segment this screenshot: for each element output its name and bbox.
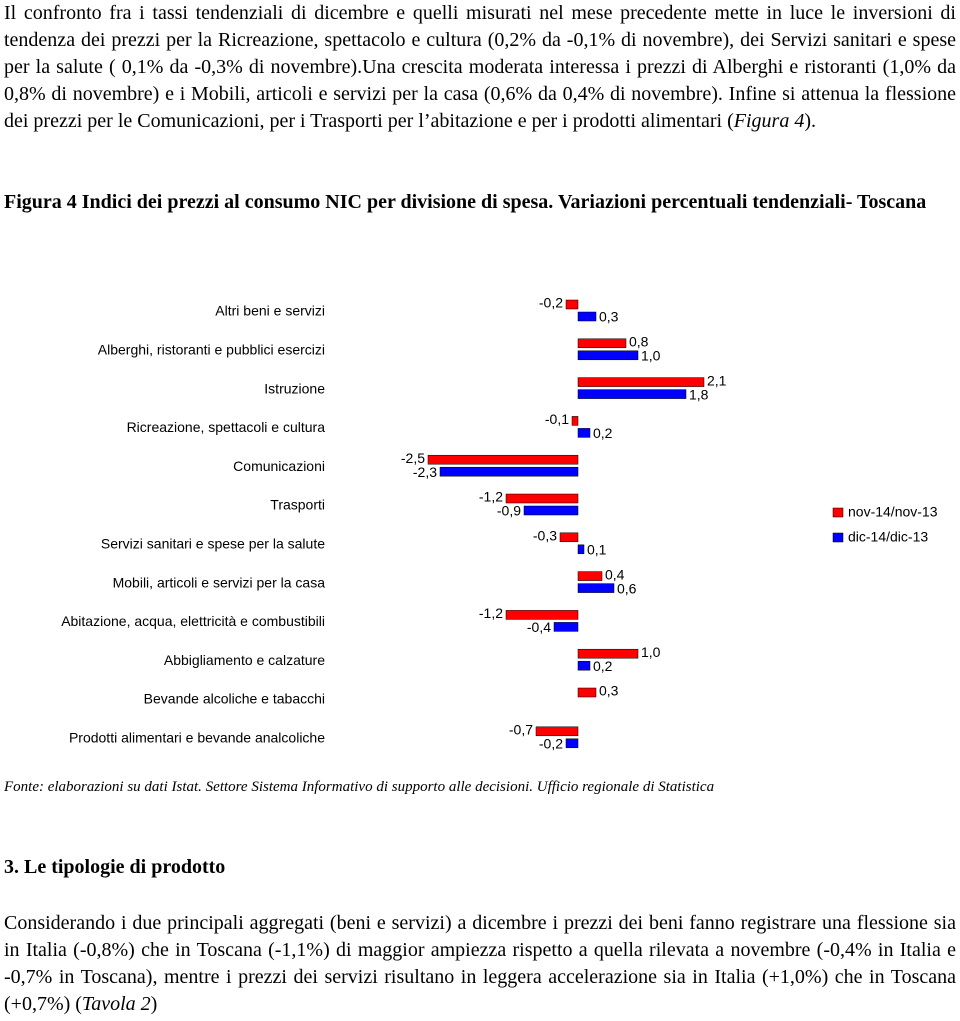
- bar: [577, 660, 591, 671]
- bar: [535, 726, 579, 737]
- chart: Altri beni e servizi -0,2 0,3 Alberghi, ris…: [61, 295, 938, 752]
- bar: [577, 377, 705, 387]
- bar: [505, 493, 579, 504]
- category-label: Alberghi, ristoranti e pubblici esercizi: [98, 342, 325, 358]
- category-label: Prodotti alimentari e bevande analcolich…: [69, 730, 325, 746]
- category-label: Mobili, articoli e servizi per la casa: [113, 574, 326, 590]
- value-label: -0,2: [539, 295, 563, 311]
- legend-swatch: [832, 532, 844, 543]
- value-label: 0,3: [599, 683, 619, 699]
- bar: [523, 505, 579, 516]
- figure-caption: Figura 4 Indici dei prezzi al consumo NI…: [4, 191, 927, 213]
- text: Tavola 2: [81, 993, 151, 1015]
- value-label: -0,1: [545, 411, 569, 427]
- bar: [577, 648, 639, 659]
- bar: [577, 571, 603, 581]
- value-label: 1,0: [641, 644, 661, 660]
- bar: [577, 583, 615, 593]
- category-label: Trasporti: [270, 497, 325, 513]
- value-label: -2,5: [401, 450, 425, 466]
- value-label: 0,2: [593, 658, 613, 674]
- section-heading: 3. Le tipologie di prodotto: [4, 856, 226, 878]
- value-label: -2,3: [413, 464, 437, 480]
- legend-label: nov-14/nov-13: [848, 504, 938, 520]
- value-label: 0,8: [629, 334, 649, 350]
- bar: [565, 738, 579, 749]
- category-label: Abbigliamento e calzature: [164, 652, 325, 668]
- bar: [505, 610, 579, 620]
- value-label: 0,4: [605, 566, 625, 582]
- value-label: -0,4: [527, 619, 551, 635]
- value-label: -1,2: [479, 605, 503, 621]
- category-label: Altri beni e servizi: [215, 303, 325, 319]
- value-label: 1,8: [689, 386, 709, 402]
- value-label: -0,7: [509, 722, 533, 738]
- text: Il confronto fra i tassi tendenziali di …: [4, 2, 956, 132]
- category-label: Istruzione: [264, 380, 325, 396]
- bar: [553, 622, 579, 632]
- value-label: 0,3: [599, 309, 619, 325]
- bar: [571, 416, 579, 426]
- value-label: 2,1: [707, 372, 727, 388]
- source: Fonte: elaborazioni su dati Istat. Setto…: [4, 779, 715, 795]
- bar: [427, 454, 579, 465]
- value-label: 0,2: [593, 425, 613, 441]
- value-label: -1,2: [479, 489, 503, 505]
- category-label: Servizi sanitari e spese per la salute: [101, 536, 325, 552]
- bar: [577, 338, 627, 349]
- text: Considerando i due principali aggregati …: [4, 912, 956, 1015]
- value-label: -0,2: [539, 736, 563, 752]
- category-label: Ricreazione, spettacoli e cultura: [127, 419, 326, 435]
- value-label: 1,0: [641, 348, 661, 364]
- bar: [577, 311, 597, 322]
- paragraph: Il confronto fra i tassi tendenziali di …: [4, 0, 956, 135]
- bar: [577, 544, 585, 555]
- value-label: -0,9: [497, 503, 521, 519]
- text: ).: [804, 110, 816, 132]
- legend-swatch: [832, 507, 844, 518]
- category-label: Bevande alcoliche e tabacchi: [144, 691, 325, 707]
- bar: [577, 428, 591, 438]
- text: ): [150, 993, 158, 1015]
- value-label: 0,1: [587, 542, 607, 558]
- text: Figura 4: [733, 110, 805, 132]
- value-label: 0,6: [617, 580, 637, 596]
- bar: [565, 299, 579, 310]
- paragraph: Considerando i due principali aggregati …: [4, 910, 956, 1018]
- bar: [559, 532, 579, 543]
- bar: [577, 350, 639, 361]
- bar: [577, 389, 687, 399]
- bar: [577, 687, 597, 698]
- category-label: Abitazione, acqua, elettricità e combust…: [61, 613, 325, 629]
- legend-label: dic-14/dic-13: [848, 529, 928, 545]
- bar: [439, 466, 579, 477]
- category-label: Comunicazioni: [233, 458, 325, 474]
- value-label: -0,3: [533, 528, 557, 544]
